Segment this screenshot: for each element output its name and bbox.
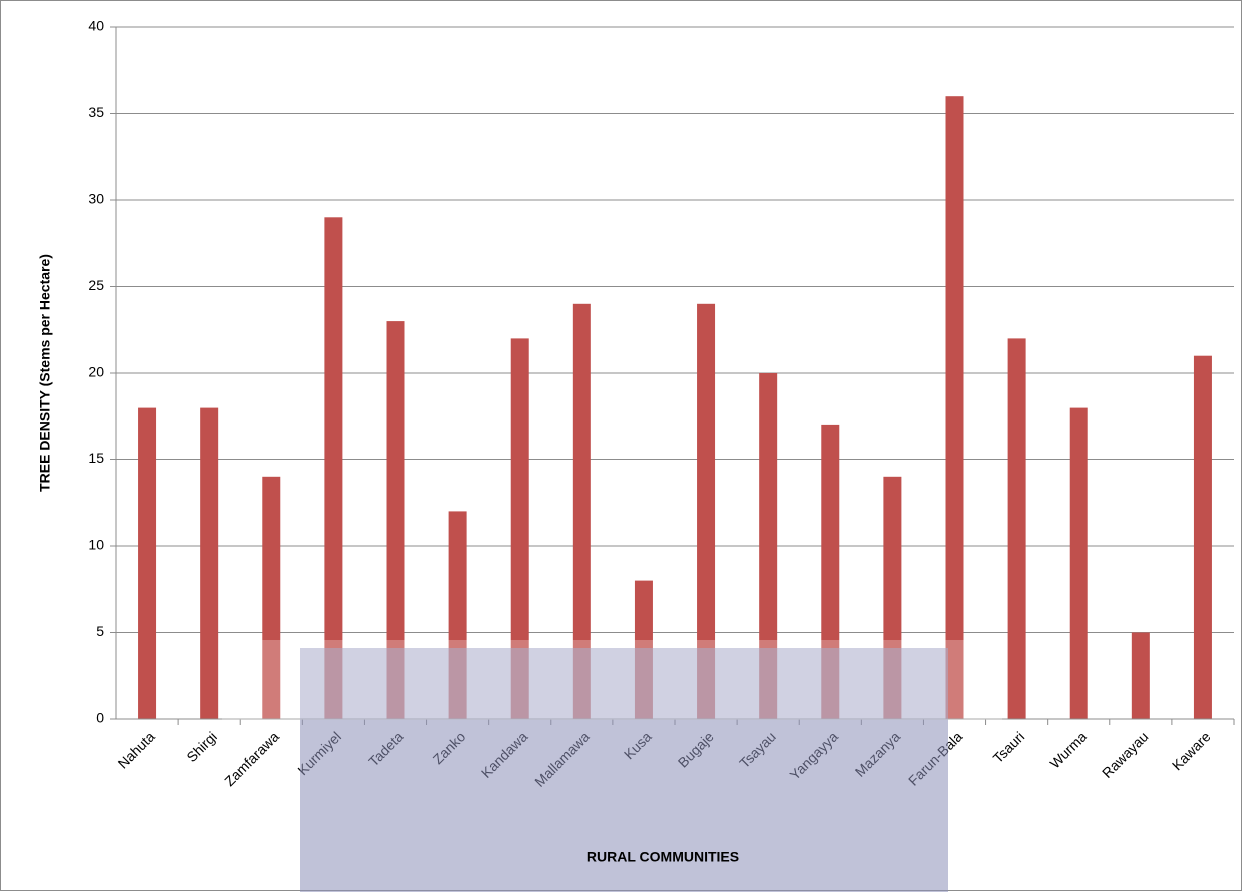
- bar: [200, 407, 219, 719]
- y-tick-label: 0: [96, 710, 104, 726]
- bar: [759, 373, 778, 719]
- y-tick-label: 15: [88, 450, 104, 466]
- bar: [138, 407, 157, 719]
- y-tick-label: 35: [88, 104, 104, 120]
- bar: [945, 96, 964, 719]
- watermark-band: [222, 640, 1002, 720]
- y-axis-title: TREE DENSITY (Stems per Hectare): [37, 254, 53, 492]
- bar: [1069, 407, 1088, 719]
- y-tick-label: 25: [88, 277, 104, 293]
- y-tick-label: 40: [88, 18, 104, 34]
- bar: [1131, 632, 1150, 719]
- bar: [510, 338, 529, 719]
- bar: [1007, 338, 1026, 719]
- y-tick-label: 5: [96, 623, 104, 639]
- watermark: [300, 648, 948, 892]
- bar: [821, 424, 840, 719]
- x-axis-title: RURAL COMMUNITIES: [587, 849, 739, 865]
- bar: [262, 476, 281, 719]
- bar: [697, 303, 716, 719]
- y-tick-label: 20: [88, 364, 104, 380]
- y-tick-label: 30: [88, 191, 104, 207]
- bar: [386, 321, 405, 719]
- bar: [324, 217, 343, 720]
- bar: [1193, 355, 1212, 719]
- bar: [572, 303, 591, 719]
- y-tick-label: 10: [88, 537, 104, 553]
